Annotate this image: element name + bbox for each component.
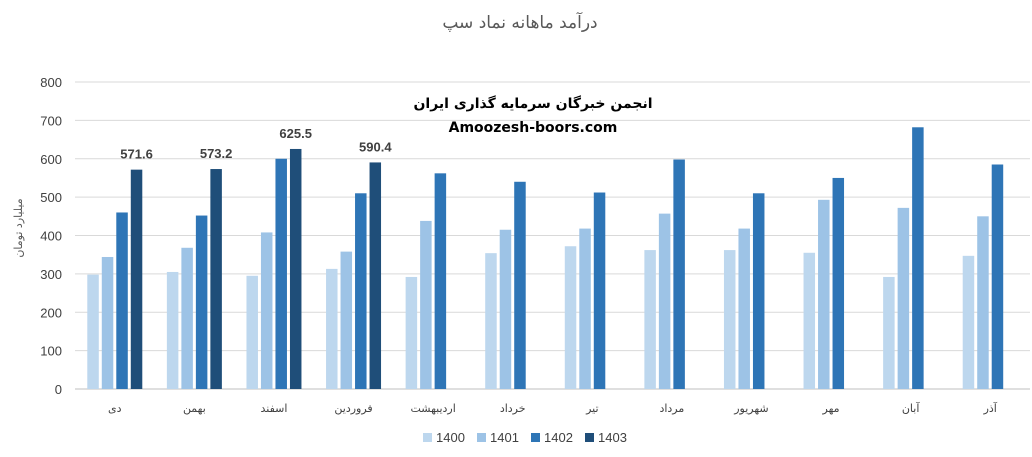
bar-1401-11	[977, 216, 989, 389]
y-tick-label: 100	[40, 344, 62, 359]
bar-1401-6	[579, 228, 591, 389]
bar-1402-6	[593, 192, 606, 389]
y-tick-label: 600	[40, 152, 62, 167]
legend-label: 1400	[436, 430, 465, 445]
bar-1401-2	[260, 232, 273, 389]
x-category-label: اردیبهشت	[410, 402, 455, 415]
x-category-label: شهریور	[733, 402, 768, 415]
bar-1402-0	[116, 212, 128, 389]
bar-1401-8	[738, 228, 750, 389]
bar-1400-7	[644, 250, 656, 389]
bar-1401-0	[101, 256, 114, 389]
bar-1401-9	[818, 199, 830, 389]
bar-1400-8	[723, 250, 736, 389]
data-label: 571.6	[120, 147, 153, 162]
y-tick-label: 700	[40, 113, 62, 128]
bar-1400-9	[803, 252, 816, 389]
x-category-label: بهمن	[183, 402, 206, 415]
legend-swatch-1401	[477, 433, 486, 442]
x-category-label: مهر	[822, 402, 840, 415]
y-tick-label: 300	[40, 267, 62, 282]
bar-1402-8	[752, 193, 765, 389]
legend-label: 1403	[598, 430, 627, 445]
legend: 1400 1401 1402 1403	[423, 430, 627, 445]
legend-swatch-1403	[585, 433, 594, 442]
bar-1402-1	[195, 215, 208, 389]
bar-1403-1	[210, 169, 222, 389]
y-tick-label: 200	[40, 305, 62, 320]
y-axis-ticks: 0 100 200 300 400 500 600 700 800	[40, 75, 62, 397]
watermark-line2: Amoozesh-boors.com	[449, 120, 618, 136]
bar-1402-7	[673, 159, 685, 389]
bar-1402-2	[275, 158, 287, 389]
bar-1400-1	[166, 271, 179, 389]
bar-1400-6	[564, 246, 577, 389]
bar-1402-4	[434, 173, 447, 389]
x-category-label: فروردین	[334, 402, 372, 415]
gridlines	[75, 81, 1030, 390]
data-labels: 571.6 573.2 625.5 590.4	[120, 126, 392, 162]
bar-1402-10	[912, 127, 924, 389]
x-category-label: آذر	[983, 401, 998, 415]
bar-1402-3	[355, 193, 367, 389]
bar-1400-11	[962, 255, 975, 389]
y-tick-label: 800	[40, 75, 62, 90]
bar-1401-1	[181, 247, 193, 389]
bars	[87, 127, 1004, 389]
bar-1402-5	[514, 181, 526, 389]
bar-1403-2	[289, 148, 302, 389]
legend-swatch-1402	[531, 433, 540, 442]
bar-1400-10	[883, 276, 895, 389]
bar-1403-3	[369, 162, 382, 389]
bar-1401-3	[340, 251, 353, 389]
data-label: 590.4	[359, 139, 392, 154]
bar-1401-7	[658, 213, 671, 389]
x-category-label: اسفند	[260, 402, 287, 415]
x-category-label: آبان	[902, 401, 920, 415]
legend-swatch-1400	[423, 433, 432, 442]
bar-1400-2	[246, 275, 258, 389]
legend-label: 1401	[490, 430, 519, 445]
x-category-label: خرداد	[500, 402, 526, 415]
watermark-line1: انجمن خبرگان سرمایه گذاری ایران	[413, 95, 652, 112]
x-category-label: مرداد	[659, 402, 684, 415]
y-tick-label: 500	[40, 190, 62, 205]
bar-1400-0	[87, 274, 99, 389]
bar-1402-11	[991, 164, 1004, 389]
bar-1401-5	[499, 229, 512, 389]
bar-1403-0	[130, 169, 143, 389]
y-axis-label: میلیارد تومان	[12, 198, 25, 257]
data-label: 573.2	[200, 146, 233, 161]
bar-1401-4	[420, 220, 432, 389]
bar-1400-5	[485, 253, 497, 389]
data-label: 625.5	[279, 126, 312, 141]
chart-title: درآمد ماهانه نماد سپ	[442, 11, 597, 33]
bar-1400-3	[326, 268, 338, 389]
y-tick-label: 0	[55, 382, 62, 397]
x-axis-categories: دی بهمن اسفند فروردین اردیبهشت خرداد تیر مرداد ش…	[108, 401, 998, 415]
x-category-label: دی	[108, 402, 122, 415]
bar-1401-10	[897, 207, 910, 389]
bar-1400-4	[405, 276, 418, 389]
bar-1402-9	[832, 177, 845, 389]
y-tick-label: 400	[40, 229, 62, 244]
legend-label: 1402	[544, 430, 573, 445]
x-category-label: تیر	[585, 402, 598, 415]
